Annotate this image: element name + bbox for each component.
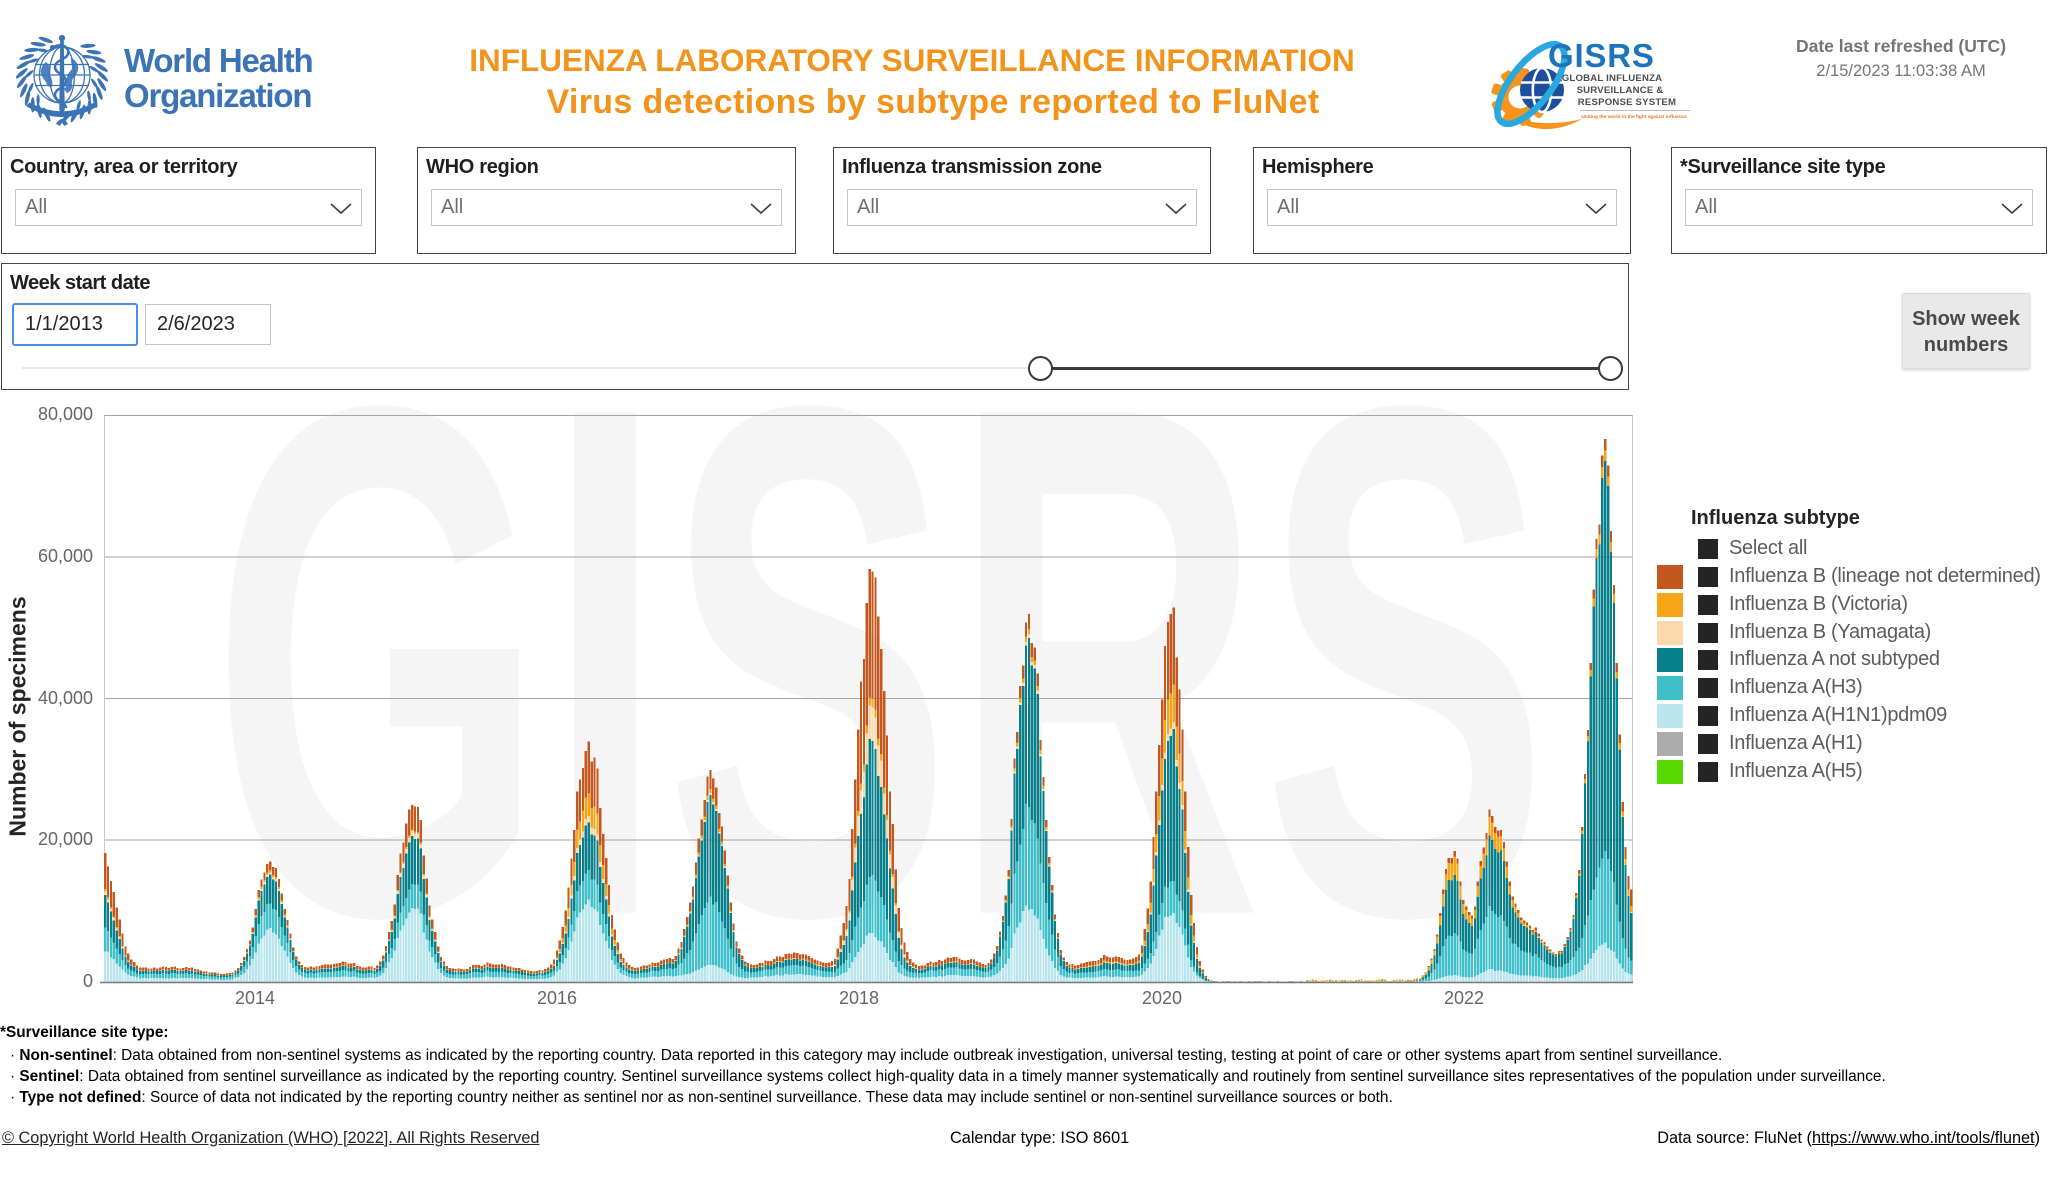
svg-text:RESPONSE SYSTEM: RESPONSE SYSTEM [1578,97,1676,108]
svg-text:SURVEILLANCE &: SURVEILLANCE & [1577,85,1664,96]
svg-text:Uniting the world in the fight: Uniting the world in the fight against i… [1581,114,1687,120]
svg-text:GISRS: GISRS [1548,37,1655,74]
svg-text:GLOBAL INFLUENZA: GLOBAL INFLUENZA [1562,73,1663,84]
